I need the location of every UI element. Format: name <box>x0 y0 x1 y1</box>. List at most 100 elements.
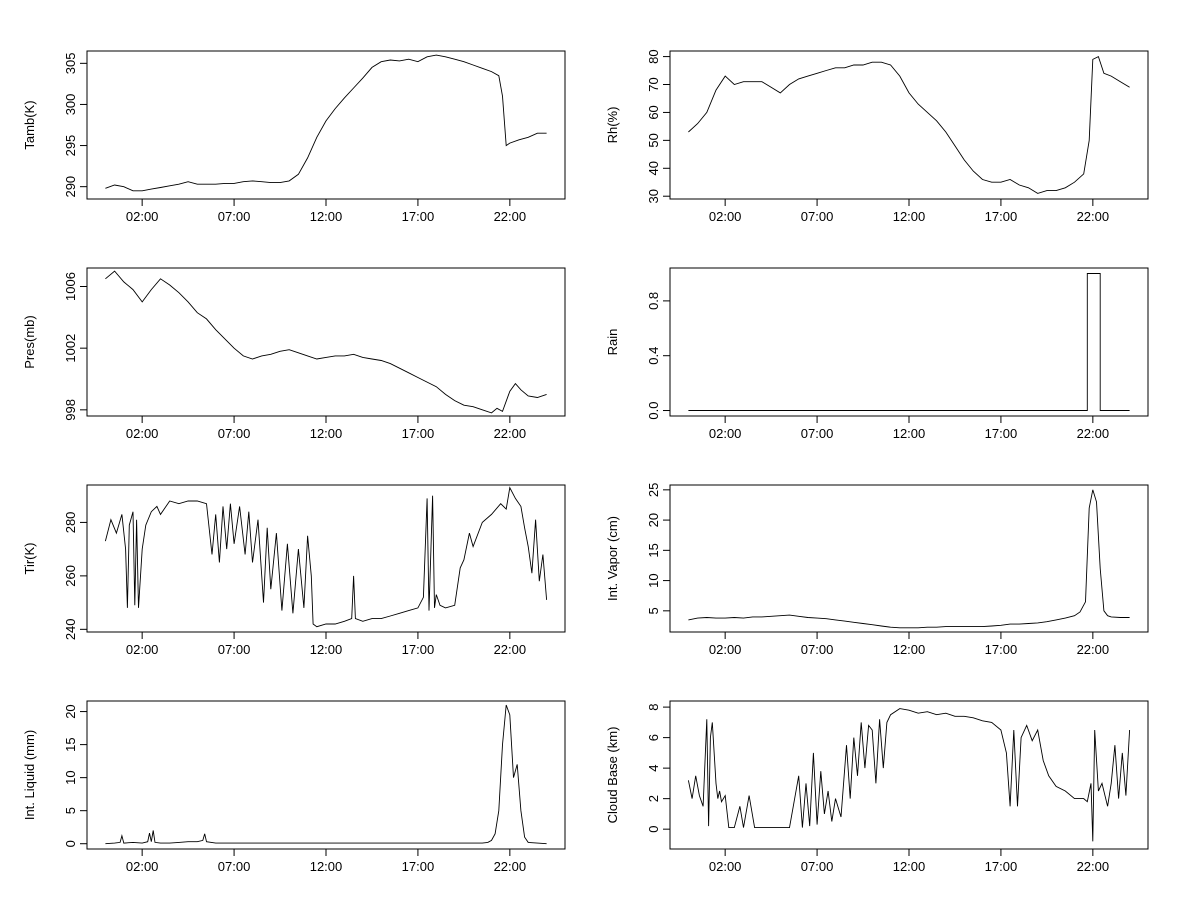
x-tick-label: 22:00 <box>494 426 527 441</box>
series-line <box>688 273 1130 411</box>
y-axis-title: Rain <box>605 329 620 356</box>
x-tick-label: 17:00 <box>402 642 435 657</box>
series-line <box>105 54 547 192</box>
y-tick-label: 0.4 <box>646 347 661 365</box>
y-tick-label: 0 <box>63 840 78 847</box>
x-tick-label: 12:00 <box>893 426 926 441</box>
y-tick-label: 10 <box>646 573 661 587</box>
y-tick-label: 0.8 <box>646 292 661 310</box>
y-axis-title: Cloud Base (km) <box>605 727 620 824</box>
chart-panel: 02:00 07:00 12:00 17:00 22:00 5 10 15 20 25 Int. V… <box>605 483 1149 657</box>
y-tick-label: 40 <box>646 161 661 175</box>
y-tick-label: 1006 <box>63 272 78 301</box>
y-tick-label: 0 <box>646 826 661 833</box>
x-tick-label: 02:00 <box>709 642 742 657</box>
y-tick-label: 2 <box>646 795 661 802</box>
x-tick-label: 22:00 <box>1077 209 1110 224</box>
y-tick-label: 15 <box>646 543 661 557</box>
x-tick-label: 12:00 <box>893 209 926 224</box>
plot-frame <box>669 484 1149 633</box>
x-tick-label: 12:00 <box>310 426 343 441</box>
x-tick-label: 17:00 <box>985 859 1018 874</box>
y-tick-label: 50 <box>646 133 661 147</box>
y-tick-label: 5 <box>646 607 661 614</box>
plot-frame <box>86 700 566 850</box>
y-tick-label: 30 <box>646 189 661 203</box>
y-tick-label: 240 <box>63 618 78 640</box>
plot-frame <box>669 50 1149 200</box>
series-line <box>688 55 1130 194</box>
chart-panel: 02:00 07:00 12:00 17:00 22:00 0 5 10 15 20 Int. Li… <box>22 700 566 874</box>
y-axis-title: Rh(%) <box>605 107 620 144</box>
x-tick-label: 22:00 <box>1077 859 1110 874</box>
x-tick-label: 07:00 <box>218 859 251 874</box>
x-tick-label: 02:00 <box>126 426 159 441</box>
y-tick-label: 1002 <box>63 334 78 363</box>
x-tick-label: 22:00 <box>494 642 527 657</box>
chart-panel: 02:00 07:00 12:00 17:00 22:00 240 260 280 Tir(K) <box>22 484 566 657</box>
y-tick-label: 70 <box>646 77 661 91</box>
y-tick-label: 0.0 <box>646 401 661 419</box>
y-axis-title: Int. Liquid (mm) <box>22 730 37 820</box>
x-tick-label: 07:00 <box>801 426 834 441</box>
y-tick-label: 80 <box>646 49 661 63</box>
series-line <box>104 486 548 628</box>
x-tick-label: 17:00 <box>985 426 1018 441</box>
y-tick-label: 290 <box>63 176 78 198</box>
chart-panel: 02:00 07:00 12:00 17:00 22:00 998 1002 1006 Pres… <box>22 267 566 441</box>
y-tick-label: 15 <box>63 737 78 751</box>
plot-frame <box>86 267 566 417</box>
chart-panels: 02:00 07:00 12:00 17:00 22:00290295300305Tam… <box>22 49 1149 874</box>
x-tick-label: 22:00 <box>1077 642 1110 657</box>
y-axis-title: Tamb(K) <box>22 100 37 149</box>
y-tick-label: 280 <box>63 512 78 534</box>
x-tick-label: 17:00 <box>402 426 435 441</box>
chart-panel: 02:00 07:00 12:00 17:00 22:00 0.0 0.4 0.8 Rain <box>605 267 1149 441</box>
chart-panel: 02:00 07:00 12:00 17:00 22:00 290 295 300 305 Tam… <box>22 50 566 224</box>
y-tick-label: 4 <box>646 765 661 772</box>
x-tick-label: 02:00 <box>709 859 742 874</box>
y-tick-label: 305 <box>63 52 78 74</box>
x-tick-label: 07:00 <box>801 209 834 224</box>
x-tick-label: 02:00 <box>126 209 159 224</box>
x-tick-label: 22:00 <box>494 859 527 874</box>
y-axis-title: Int. Vapor (cm) <box>605 516 620 601</box>
series-line <box>105 704 547 845</box>
x-tick-label: 12:00 <box>310 642 343 657</box>
x-tick-label: 07:00 <box>218 426 251 441</box>
y-axis-title: Pres(mb) <box>22 315 37 368</box>
x-tick-label: 22:00 <box>1077 426 1110 441</box>
y-tick-label: 60 <box>646 105 661 119</box>
series-line <box>687 708 1131 842</box>
x-tick-label: 17:00 <box>985 642 1018 657</box>
plot-frame <box>86 484 566 633</box>
y-tick-label: 998 <box>63 399 78 421</box>
y-tick-label: 300 <box>63 94 78 116</box>
y-tick-label: 5 <box>63 807 78 814</box>
x-tick-label: 07:00 <box>801 642 834 657</box>
plot-frame <box>669 267 1149 417</box>
y-tick-label: 25 <box>646 483 661 497</box>
series-line <box>688 489 1130 629</box>
x-tick-label: 17:00 <box>402 859 435 874</box>
x-tick-label: 02:00 <box>126 859 159 874</box>
series-line <box>105 270 547 414</box>
x-tick-label: 02:00 <box>709 426 742 441</box>
y-tick-label: 10 <box>63 770 78 784</box>
plot-frame <box>86 50 566 200</box>
x-tick-label: 17:00 <box>402 209 435 224</box>
chart-panel: 02:00 07:00 12:00 17:00 22:00 30 40 50 60 70 80 Rh(… <box>605 49 1149 224</box>
y-tick-label: 295 <box>63 135 78 157</box>
x-tick-label: 12:00 <box>310 209 343 224</box>
x-tick-label: 02:00 <box>126 642 159 657</box>
x-tick-label: 12:00 <box>893 859 926 874</box>
y-tick-label: 260 <box>63 565 78 587</box>
x-tick-label: 07:00 <box>218 642 251 657</box>
x-tick-label: 07:00 <box>218 209 251 224</box>
y-tick-label: 20 <box>646 513 661 527</box>
x-tick-label: 07:00 <box>801 859 834 874</box>
y-tick-label: 6 <box>646 734 661 741</box>
x-tick-label: 12:00 <box>893 642 926 657</box>
x-tick-label: 02:00 <box>709 209 742 224</box>
